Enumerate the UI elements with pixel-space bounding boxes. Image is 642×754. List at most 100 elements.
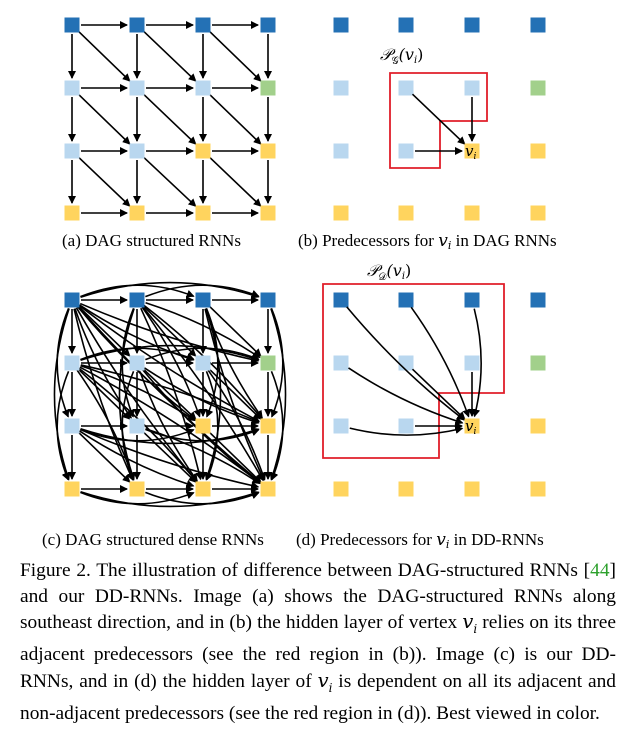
node-b-1-3 <box>530 80 546 96</box>
edge-diagonal <box>208 30 262 82</box>
node-a-1-1 <box>129 80 145 96</box>
node-b-3-0 <box>333 205 349 221</box>
node-b-2-3 <box>530 143 546 159</box>
node-b-2-0 <box>333 143 349 159</box>
node-b-0-3 <box>530 17 546 33</box>
node-d-1-0 <box>333 355 349 371</box>
vi-label-d: vi <box>465 417 476 437</box>
edge-diagonal <box>142 30 197 82</box>
node-c-1-0 <box>64 355 80 371</box>
edge-c-dense <box>207 369 267 481</box>
node-a-2-3 <box>260 143 276 159</box>
edge-c-dense <box>80 347 195 361</box>
panel-c-label: (c) DAG structured dense RNNs <box>42 530 264 549</box>
node-d-0-0 <box>333 292 349 308</box>
edge-c-adjacent <box>77 368 131 420</box>
node-b-0-1 <box>398 17 414 33</box>
edge-diagonal <box>142 93 197 145</box>
edge-c-dense <box>79 302 260 364</box>
edge-c-dense <box>145 284 260 298</box>
panel-d-label: (d) Predecessors for vi in DD-RNNs <box>296 530 544 551</box>
edge-c-dense <box>141 306 202 418</box>
edge-c-dense <box>144 367 260 425</box>
edge-c-dense <box>80 364 260 423</box>
panel-a-graph <box>64 17 276 221</box>
node-c-2-1 <box>129 418 145 434</box>
edge-c-adjacent <box>208 305 262 357</box>
citation-link[interactable]: 44 <box>590 560 610 581</box>
edge-c-adjacent <box>142 305 197 357</box>
node-c-3-0 <box>64 481 80 497</box>
node-d-0-1 <box>398 292 414 308</box>
node-c-3-3 <box>260 481 276 497</box>
node-b-vi <box>464 143 480 159</box>
node-d-2-0 <box>333 418 349 434</box>
edge-c-dense <box>79 428 260 490</box>
node-a-0-2 <box>195 17 211 33</box>
edge-c-adjacent <box>208 368 262 420</box>
predecessor-region-d <box>322 283 505 459</box>
edge-d-nonadjacent <box>349 426 464 436</box>
node-b-0-0 <box>333 17 349 33</box>
edge-d-nonadjacent <box>348 367 464 425</box>
node-c-2-3 <box>260 418 276 434</box>
edge-c-dense <box>53 308 71 481</box>
edge-b-diag <box>411 93 466 145</box>
node-a-2-0 <box>64 143 80 159</box>
edge-c-dense <box>78 304 261 423</box>
edge-diagonal <box>77 93 131 145</box>
node-d-1-3 <box>530 355 546 371</box>
node-b-1-0 <box>333 80 349 96</box>
edge-c-dense <box>145 491 260 505</box>
edge-c-dense <box>204 308 265 481</box>
panel-b-set-title: 𝒫𝒢(vi) <box>380 45 423 67</box>
edge-c-adjacent <box>208 431 262 483</box>
edge-c-dense <box>269 308 287 481</box>
node-c-0-1 <box>129 292 145 308</box>
figure-diagram: vi vi (a) DAG structured RNNs (b) Predec… <box>42 17 557 551</box>
edge-c-adjacent <box>77 305 131 357</box>
edge-c-adjacent <box>77 431 131 483</box>
edge-c-dense <box>80 491 195 505</box>
edge-c-dense <box>56 371 70 481</box>
panel-d-graph: vi <box>322 283 546 497</box>
edge-c-dense <box>77 306 262 484</box>
panel-b-graph: vi <box>333 17 546 221</box>
edge-c-dense <box>204 308 222 481</box>
node-c-1-1 <box>129 355 145 371</box>
panel-b-label: (b) Predecessors for vi in DAG RNNs <box>298 231 557 252</box>
node-d-vi <box>464 418 480 434</box>
node-d-0-2 <box>464 292 480 308</box>
edge-c-dense <box>80 364 196 422</box>
node-c-1-3 <box>260 355 276 371</box>
edge-d-adjacent <box>411 368 466 420</box>
edge-c-dense <box>80 490 260 508</box>
node-d-1-2 <box>464 355 480 371</box>
node-d-2-3 <box>530 418 546 434</box>
node-b-3-3 <box>530 205 546 221</box>
node-a-0-0 <box>64 17 80 33</box>
edge-c-dense <box>80 281 260 299</box>
node-c-0-3 <box>260 292 276 308</box>
figure-caption: Figure 2. The illustration of difference… <box>20 560 616 725</box>
node-c-3-1 <box>129 481 145 497</box>
node-d-3-3 <box>530 481 546 497</box>
edge-c-dense <box>145 427 261 485</box>
node-b-1-2 <box>464 80 480 96</box>
edge-d-nonadjacent <box>346 306 465 421</box>
node-b-3-1 <box>398 205 414 221</box>
node-a-0-1 <box>129 17 145 33</box>
node-c-1-2 <box>195 355 211 371</box>
node-d-0-3 <box>530 292 546 308</box>
node-d-1-1 <box>398 355 414 371</box>
node-d-2-1 <box>398 418 414 434</box>
node-b-1-1 <box>398 80 414 96</box>
node-d-3-1 <box>398 481 414 497</box>
edge-c-dense <box>145 347 260 361</box>
vi-label-b: vi <box>465 142 476 162</box>
edge-c-dense <box>270 371 284 481</box>
node-a-2-2 <box>195 143 211 159</box>
node-d-3-0 <box>333 481 349 497</box>
edge-diagonal <box>208 93 262 145</box>
node-a-3-2 <box>195 205 211 221</box>
